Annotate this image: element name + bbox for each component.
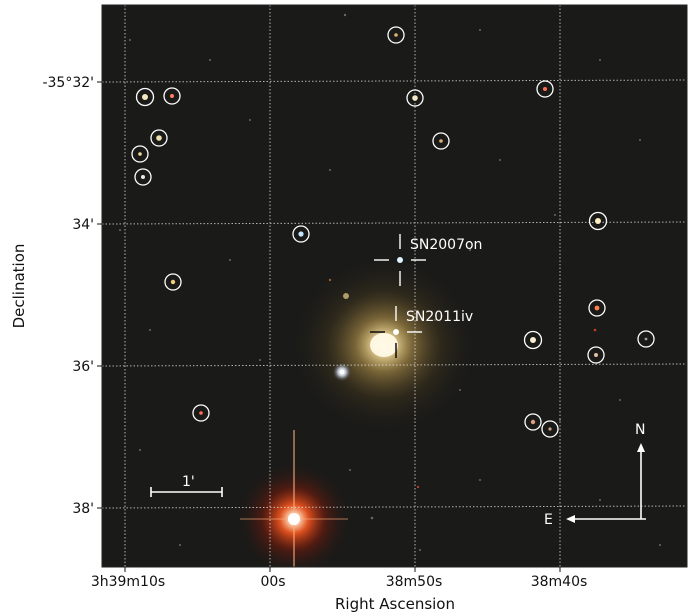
x-tick-label: 00s <box>260 574 285 590</box>
x-tick-label: 38m50s <box>386 574 443 590</box>
compass <box>566 443 646 523</box>
y-tick-label: 38' <box>72 501 94 517</box>
y-tick-label: 34' <box>72 217 94 233</box>
sn2007on-crosshair <box>374 234 426 286</box>
x-tick-label: 3h39m10s <box>91 574 165 590</box>
image-frame <box>101 4 688 568</box>
x-axis-label: Right Ascension <box>335 595 455 613</box>
marker-circles <box>131 26 655 438</box>
sn2011iv-label: SN2011iv <box>406 309 473 325</box>
scale-bar <box>150 487 223 497</box>
compass-east-label: E <box>544 512 553 528</box>
y-axis-label: Declination <box>10 244 28 329</box>
compass-north-label: N <box>635 422 645 438</box>
y-tick-label: -35°32' <box>42 75 94 91</box>
sn2011iv-crosshair <box>370 306 422 358</box>
sn2007on-label: SN2007on <box>410 237 482 253</box>
sn2007on-point <box>397 257 403 263</box>
tick-marks <box>97 81 561 572</box>
x-tick-label: 38m40s <box>531 574 588 590</box>
scale-bar-label: 1' <box>182 474 195 490</box>
catalog-stars <box>138 33 648 431</box>
sky-image: SN2007on SN2011iv 1' N E <box>102 5 687 567</box>
y-tick-label: 36' <box>72 359 94 375</box>
sn2011iv-point <box>393 329 399 335</box>
